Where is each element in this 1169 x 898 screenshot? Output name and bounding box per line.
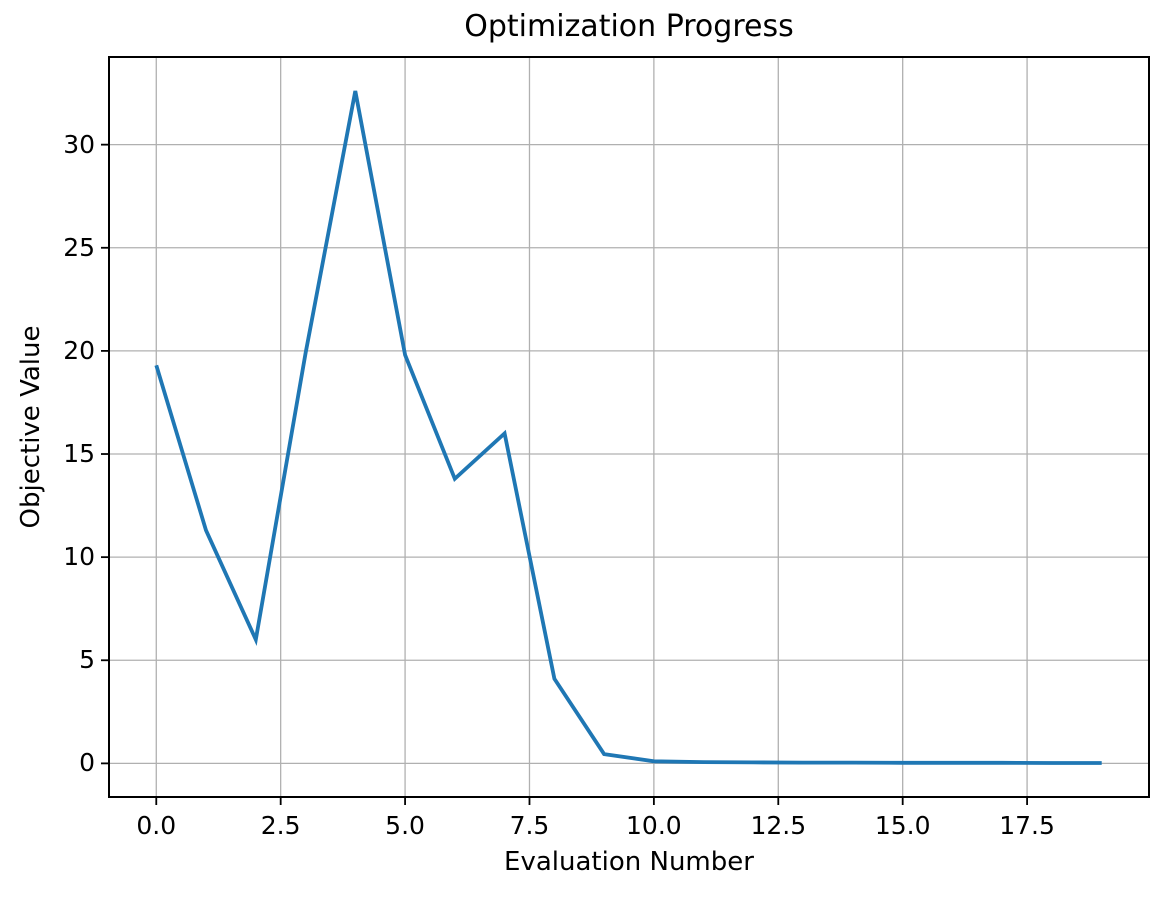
y-tick-label: 15 [63,439,95,469]
x-tick-label: 15.0 [874,811,931,840]
x-tick-label: 7.5 [509,811,550,840]
y-tick-label: 20 [63,335,95,365]
y-tick-label: 0 [79,748,95,778]
y-tick-label: 25 [63,232,95,262]
chart-title: Optimization Progress [464,9,794,44]
x-tick-label: 2.5 [260,811,301,840]
axis-tick-marks [101,143,1028,805]
plot-border [108,56,1150,798]
x-axis-label: Evaluation Number [504,847,754,877]
x-tick-label: 12.5 [750,811,807,840]
x-tick-label: 5.0 [385,811,425,840]
y-tick-label: 5 [79,645,95,675]
x-tick-label: 10.0 [626,811,682,840]
x-tick-label: 17.5 [999,811,1055,840]
y-tick-label: 30 [63,129,95,159]
y-axis-label: Objective Value [16,325,46,529]
x-tick-label: 0.0 [136,811,177,840]
y-tick-label: 10 [63,542,95,572]
objective-value-line [154,90,1102,765]
gridlines [109,57,1149,797]
